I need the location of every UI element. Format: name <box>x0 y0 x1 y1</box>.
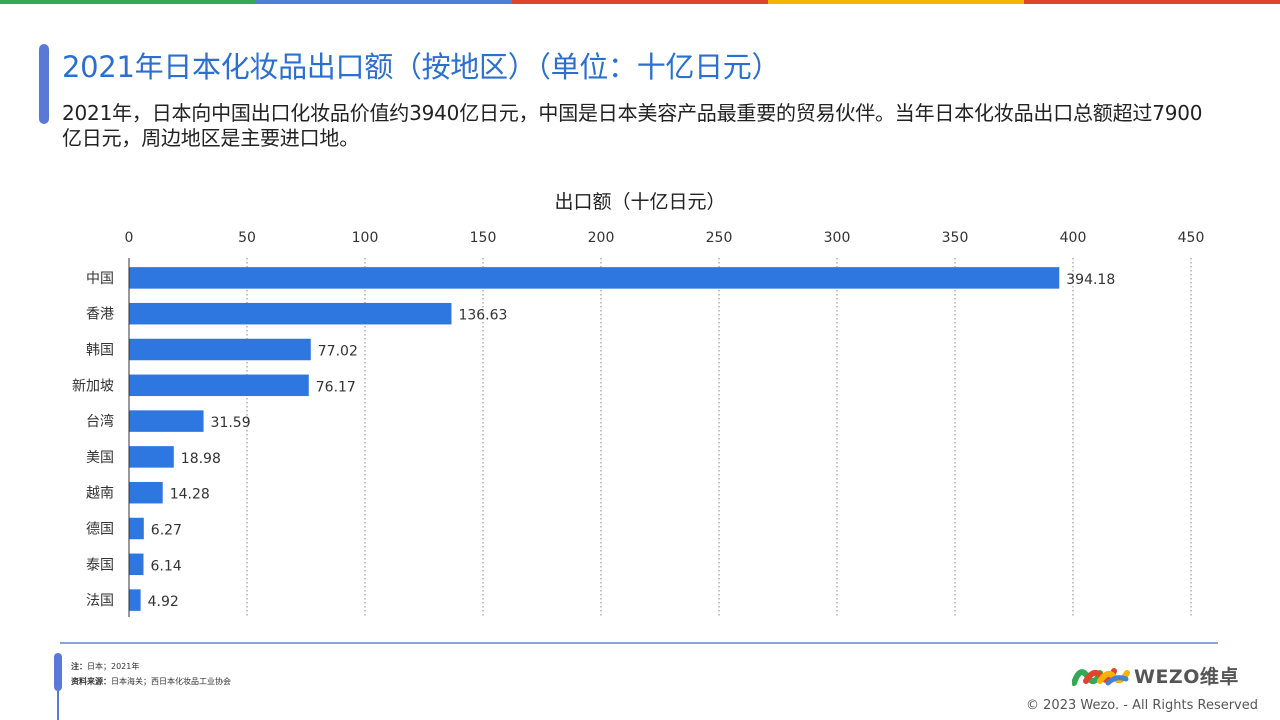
data-label: 14.28 <box>170 487 210 503</box>
title-accent-bar <box>39 44 49 124</box>
category-label: 美国 <box>86 450 114 466</box>
data-labels: 394.18 136.63 77.02 76.17 31.59 18.98 14.28 6.2… <box>148 272 1116 610</box>
data-label: 77.02 <box>318 344 358 360</box>
x-tick-label: 200 <box>588 230 615 246</box>
category-label: 中国 <box>86 271 114 287</box>
bar-4 <box>129 374 309 397</box>
footnote-source: 资料来源：日本海关；西日本化妆品工业协会 <box>71 676 231 687</box>
bar-2 <box>129 302 452 325</box>
data-label: 136.63 <box>458 308 507 324</box>
category-label: 法国 <box>86 593 114 609</box>
footer-accent-stem <box>57 690 59 720</box>
x-tick-label: 250 <box>706 230 733 246</box>
stripe-segment <box>1024 0 1280 4</box>
x-tick-label: 450 <box>1178 230 1205 246</box>
source-label: 资料来源： <box>71 677 111 686</box>
chart-title: 出口额（十亿日元） <box>554 191 725 213</box>
bar-6 <box>129 446 174 468</box>
wezo-logo-icon <box>1072 667 1130 686</box>
data-label: 6.27 <box>151 523 182 539</box>
page-subtitle: 2021年，日本向中国出口化妆品价值约3940亿日元，中国是日本美容产品最重要的… <box>62 101 1203 150</box>
x-axis-ticks: 0 50 100 150 200 250 300 350 400 450 <box>125 230 1205 246</box>
category-label: 韩国 <box>86 343 114 359</box>
bar-10 <box>129 589 141 611</box>
category-label: 新加坡 <box>72 378 114 394</box>
bars <box>129 267 1060 611</box>
stripe-segment <box>768 0 1024 4</box>
stripe-segment <box>0 0 256 4</box>
data-label: 31.59 <box>211 415 251 431</box>
bar-1 <box>129 267 1060 289</box>
copyright-notice: © 2023 Wezo. - All Rights Reserved <box>1026 698 1258 713</box>
category-label: 德国 <box>86 522 114 538</box>
x-tick-label: 0 <box>125 230 134 246</box>
x-tick-label: 100 <box>352 230 379 246</box>
note-label: 注： <box>71 662 87 671</box>
category-label: 台湾 <box>86 413 114 430</box>
bar-7 <box>129 481 163 504</box>
bar-9 <box>129 553 144 576</box>
top-color-stripe <box>0 0 1280 4</box>
bar-3 <box>129 338 311 361</box>
data-label: 76.17 <box>316 379 356 395</box>
stripe-segment <box>256 0 512 4</box>
logo-text: WEZO维卓 <box>1134 666 1239 688</box>
page-title: 2021年日本化妆品出口额（按地区）（单位：十亿日元） <box>62 50 781 84</box>
category-label: 泰国 <box>86 557 114 573</box>
data-label: 6.14 <box>150 558 181 574</box>
footnote-note: 注：日本；2021年 <box>71 661 139 672</box>
x-tick-label: 350 <box>942 230 969 246</box>
footer-divider <box>60 642 1218 644</box>
category-label: 越南 <box>86 486 114 502</box>
x-tick-label: 400 <box>1060 230 1087 246</box>
footer-accent-bar <box>54 653 62 691</box>
source-text: 日本海关；西日本化妆品工业协会 <box>111 677 231 686</box>
category-label: 香港 <box>86 307 114 323</box>
stripe-segment <box>512 0 768 4</box>
brand-logo: WEZO维卓 <box>1072 662 1239 689</box>
x-tick-label: 50 <box>238 230 256 246</box>
bar-8 <box>129 517 144 540</box>
data-label: 4.92 <box>148 594 179 610</box>
bar-5 <box>129 410 204 432</box>
data-label: 18.98 <box>181 451 221 467</box>
data-label: 394.18 <box>1066 272 1115 288</box>
note-text: 日本；2021年 <box>87 662 140 671</box>
x-tick-label: 300 <box>824 230 851 246</box>
x-tick-label: 150 <box>470 230 497 246</box>
